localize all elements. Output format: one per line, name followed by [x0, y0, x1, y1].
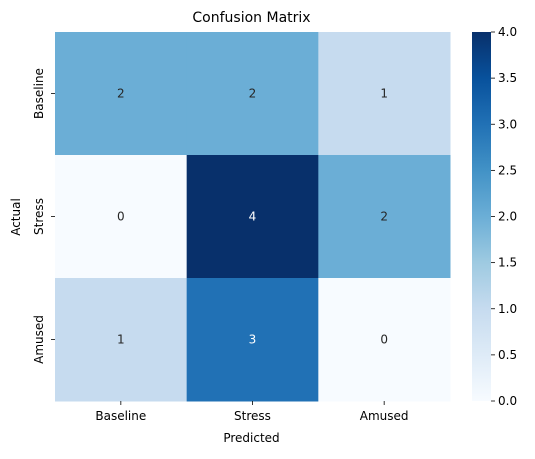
chart-title: Confusion Matrix: [192, 10, 310, 26]
heatmap-cell-labels: 2 2 1 0 4 2 1 3 0: [117, 87, 388, 347]
colorbar-tick-label: 2.5: [498, 163, 517, 177]
heatmap-cell-r1-c2: [318, 155, 451, 279]
heatmap-cell-r2-c2: [318, 278, 451, 402]
x-tick-label: Stress: [234, 409, 271, 423]
colorbar-gradient: [472, 32, 491, 401]
heatmap-cell-r0-c2: [318, 32, 451, 156]
heatmap-cell-r0-c0: [55, 32, 188, 156]
cell-value-label: 2: [380, 210, 388, 224]
heatmap-cell-r0-c1: [186, 32, 319, 156]
cell-value-label: 2: [249, 87, 257, 101]
heatmap-cell-r1-c0: [55, 155, 188, 279]
y-tick-label: Stress: [32, 198, 46, 235]
y-tick-label: Amused: [32, 315, 46, 364]
cell-value-label: 0: [117, 210, 125, 224]
colorbar-tick-label: 0.0: [498, 394, 517, 408]
cell-value-label: 1: [380, 87, 388, 101]
colorbar: 0.0 0.5 1.0 1.5 2.0 2.5 3.0 3.5 4.0: [472, 25, 517, 408]
cell-value-label: 1: [117, 333, 125, 347]
cell-value-label: 3: [249, 333, 257, 347]
colorbar-tick-label: 3.5: [498, 71, 517, 85]
colorbar-tick-label: 1.5: [498, 256, 517, 270]
cell-value-label: 2: [117, 87, 125, 101]
y-axis: Baseline Stress Amused: [32, 68, 55, 364]
y-axis-label: Actual: [9, 198, 23, 236]
colorbar-tick-label: 0.5: [498, 348, 517, 362]
x-tick-label: Amused: [360, 409, 409, 423]
colorbar-tick-label: 2.0: [498, 210, 517, 224]
colorbar-ticks: 0.0 0.5 1.0 1.5 2.0 2.5 3.0 3.5 4.0: [491, 25, 517, 408]
heatmap-cell-r2-c0: [55, 278, 188, 402]
colorbar-tick-label: 1.0: [498, 302, 517, 316]
heatmap-cells: [55, 32, 451, 402]
x-axis-label: Predicted: [223, 431, 279, 445]
x-tick-label: Baseline: [95, 409, 146, 423]
colorbar-tick-label: 4.0: [498, 25, 517, 39]
y-tick-label: Baseline: [32, 68, 46, 119]
colorbar-tick-label: 3.0: [498, 117, 517, 131]
heatmap-cell-r2-c1: [186, 278, 319, 402]
cell-value-label: 0: [380, 333, 388, 347]
x-axis: Baseline Stress Amused: [95, 401, 409, 423]
cell-value-label: 4: [249, 210, 257, 224]
heatmap-cell-r1-c1: [186, 155, 319, 279]
